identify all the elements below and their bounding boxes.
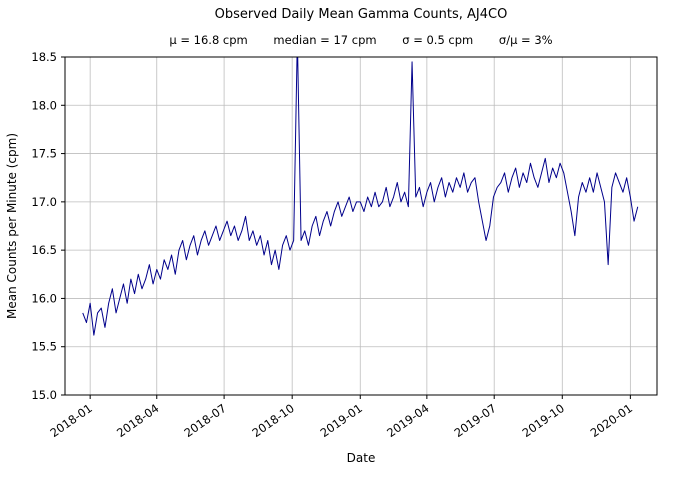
axis-labels: Mean Counts per Minute (cpm) Date (5, 133, 375, 465)
x-tick-label: 2018-04 (114, 401, 161, 440)
y-axis-label: Mean Counts per Minute (cpm) (5, 133, 19, 319)
y-tick-label: 18.5 (31, 50, 57, 64)
x-tick-label: 2019-07 (452, 401, 499, 440)
y-tick-label: 17.0 (31, 195, 57, 209)
chart-title: Observed Daily Mean Gamma Counts, AJ4CO (214, 7, 508, 22)
y-tick-label: 16.0 (31, 291, 57, 305)
stat-sigma-over-mu: σ/μ = 3% (498, 33, 553, 47)
chart-subtitle: μ = 16.8 cpm median = 17 cpm σ = 0.5 cpm… (65, 33, 657, 47)
x-tick-label: 2018-01 (47, 401, 94, 440)
x-tick-label: 2018-07 (181, 401, 228, 440)
y-axis: 15.0 15.5 16.0 16.5 17.0 17.5 18.0 18.5 (31, 50, 65, 402)
x-axis: 2018-01 2018-04 2018-07 2018-10 2019-01 2019-… (47, 395, 635, 440)
x-tick-label: 2019-04 (384, 401, 431, 440)
grid (65, 56, 657, 396)
x-tick-label: 2019-10 (520, 401, 567, 440)
plot-border (64, 56, 658, 396)
x-tick-label: 2020-01 (588, 401, 635, 440)
x-tick-label: 2018-10 (250, 401, 297, 440)
x-tick-label: 2019-01 (318, 401, 365, 440)
x-axis-label: Date (347, 451, 376, 465)
stat-median: median = 17 cpm (273, 33, 377, 47)
y-tick-label: 15.5 (31, 340, 57, 354)
data-line (82, 57, 639, 336)
stat-sigma: σ = 0.5 cpm (402, 33, 474, 47)
y-tick-label: 18.0 (31, 98, 57, 112)
stat-mu: μ = 16.8 cpm (169, 33, 248, 47)
y-tick-label: 15.0 (31, 388, 57, 402)
y-tick-label: 16.5 (31, 243, 57, 257)
y-tick-label: 17.5 (31, 147, 57, 161)
